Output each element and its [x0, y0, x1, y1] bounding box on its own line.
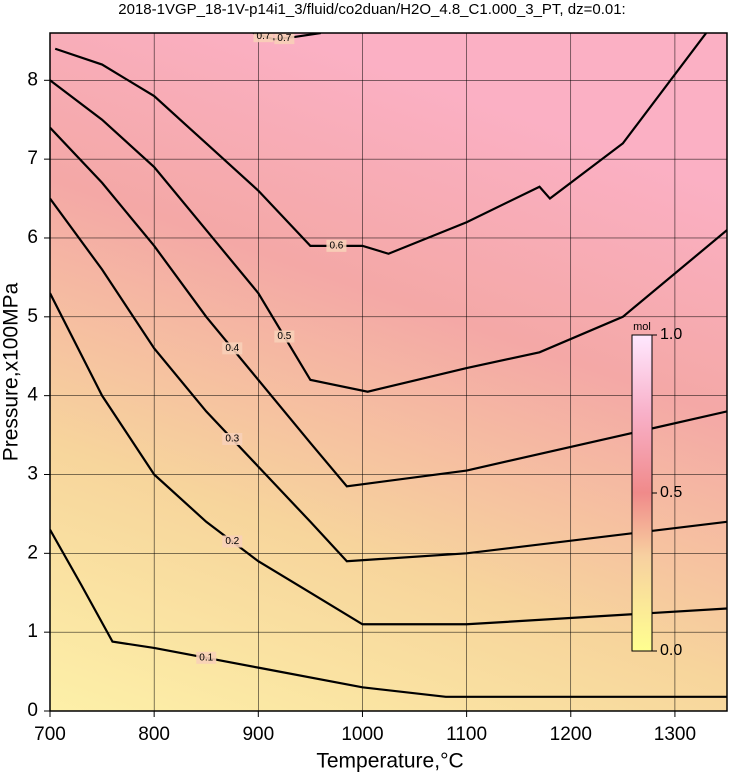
- contour-label: 0.7: [277, 33, 291, 44]
- x-tick-label: 800: [138, 724, 170, 745]
- contour-label-bg: [274, 33, 295, 45]
- contour-label: 0.7: [257, 31, 271, 42]
- y-tick-label: 0: [27, 700, 38, 721]
- y-tick-label: 6: [27, 227, 38, 248]
- contour-label-bg: [274, 330, 295, 343]
- contour-line: [50, 79, 727, 393]
- contour-line: [50, 126, 727, 488]
- x-tick-label: 1200: [550, 724, 592, 745]
- contour-label-bg: [222, 535, 243, 548]
- contour-line: [54, 33, 708, 255]
- x-tick-label: 900: [242, 724, 274, 745]
- x-tick-label: 700: [34, 724, 66, 745]
- contour-label: 0.1: [199, 652, 213, 663]
- contour-label-bg: [253, 33, 274, 43]
- contour-label-bg: [326, 239, 347, 252]
- contour-label: 0.4: [225, 343, 239, 354]
- y-tick-label: 2: [27, 542, 38, 563]
- y-tick-label: 1: [27, 621, 38, 642]
- x-tick-label: 1300: [654, 724, 696, 745]
- x-tick-label: 1100: [446, 724, 487, 745]
- colorbar-tick-label: 0.0: [660, 642, 682, 659]
- colorbar-tick-label: 0.5: [660, 484, 682, 501]
- y-axis-label: Pressure,x100MPa: [0, 282, 23, 461]
- plot-background: [50, 33, 727, 711]
- x-axis-label: Temperature,°C: [316, 750, 463, 773]
- x-tick-label: 1000: [341, 724, 383, 745]
- contour-label-bg: [196, 651, 217, 664]
- y-tick-label: 7: [27, 148, 38, 169]
- colorbar-tick-label: 1.0: [660, 326, 682, 343]
- contour-label: 0.3: [225, 434, 239, 445]
- plot-area: 0.1 0.2 0.3 0.4 0.5 0.6 0.7 0.7: [50, 31, 727, 711]
- contour-label: 0.5: [277, 331, 291, 342]
- y-tick-label: 3: [27, 464, 38, 485]
- contour-line: [50, 197, 727, 563]
- colorbar: [631, 334, 653, 652]
- y-tick-label: 5: [27, 306, 38, 327]
- y-tick-label: 8: [27, 69, 38, 90]
- y-tick-label: 4: [27, 385, 38, 406]
- chart-title: 2018-1VGP_18-1V-p14i1_3/fluid/co2duan/H2…: [118, 1, 625, 18]
- contour-label: 0.6: [329, 241, 343, 252]
- colorbar-label: mol: [633, 321, 651, 333]
- contour-line: [50, 292, 727, 626]
- contour-label-bg: [222, 342, 243, 355]
- plot-frame: [49, 32, 728, 712]
- contour-label-bg: [222, 433, 243, 446]
- contour-label: 0.2: [225, 536, 239, 547]
